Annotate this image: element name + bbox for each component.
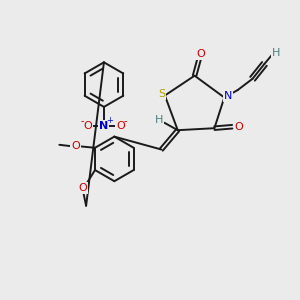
Text: S: S bbox=[158, 89, 166, 99]
Text: N: N bbox=[99, 121, 109, 131]
Text: -: - bbox=[80, 116, 84, 126]
Text: O: O bbox=[196, 49, 205, 59]
Text: O: O bbox=[116, 121, 125, 131]
Text: -: - bbox=[124, 116, 128, 126]
Text: H: H bbox=[155, 116, 163, 125]
Text: H: H bbox=[272, 48, 281, 58]
Text: O: O bbox=[83, 121, 92, 131]
Text: +: + bbox=[106, 116, 113, 125]
Text: O: O bbox=[71, 141, 80, 151]
Text: O: O bbox=[79, 183, 88, 193]
Text: O: O bbox=[234, 122, 243, 132]
Text: N: N bbox=[224, 91, 232, 101]
